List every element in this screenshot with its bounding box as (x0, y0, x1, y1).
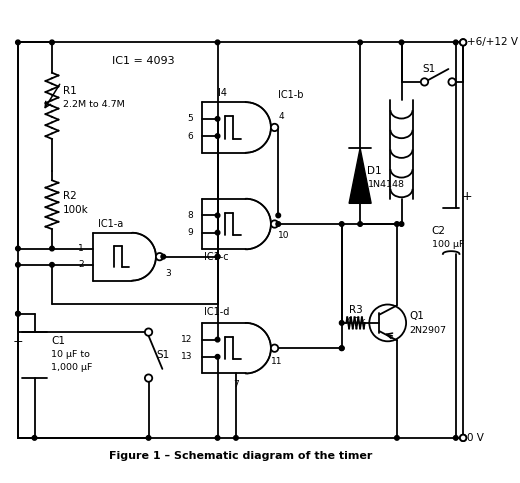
Text: D1: D1 (368, 166, 382, 176)
Circle shape (50, 262, 54, 267)
Text: 9: 9 (187, 228, 193, 237)
Text: R1: R1 (63, 86, 77, 96)
Circle shape (16, 262, 20, 267)
Text: C2: C2 (432, 226, 446, 236)
Text: 0 V: 0 V (467, 433, 484, 443)
Circle shape (271, 124, 278, 131)
Circle shape (215, 230, 220, 235)
Text: 13: 13 (181, 352, 193, 361)
Text: R3: R3 (348, 305, 362, 315)
Circle shape (340, 346, 344, 351)
Circle shape (215, 40, 220, 44)
Text: 4: 4 (278, 112, 284, 121)
Circle shape (460, 435, 466, 441)
Circle shape (50, 246, 54, 251)
Circle shape (271, 220, 278, 227)
Circle shape (215, 255, 220, 259)
Circle shape (161, 255, 165, 259)
Circle shape (16, 40, 20, 44)
Text: I4: I4 (218, 88, 227, 98)
Text: IC1-c: IC1-c (204, 252, 228, 262)
Circle shape (340, 346, 344, 351)
Circle shape (460, 39, 466, 45)
Circle shape (215, 213, 220, 218)
Circle shape (340, 222, 344, 227)
Polygon shape (349, 148, 371, 203)
Text: IC1-a: IC1-a (98, 219, 123, 228)
Text: 100 μF: 100 μF (432, 240, 464, 249)
Circle shape (421, 78, 428, 85)
Text: Figure 1 – Schematic diagram of the timer: Figure 1 – Schematic diagram of the time… (109, 451, 372, 461)
Circle shape (271, 344, 278, 352)
Text: 100k: 100k (63, 205, 89, 215)
Text: 4.7k: 4.7k (345, 317, 366, 327)
Circle shape (145, 374, 152, 382)
Circle shape (215, 436, 220, 440)
Circle shape (276, 213, 281, 218)
Text: 8: 8 (187, 211, 193, 220)
Circle shape (276, 222, 281, 227)
Text: 7: 7 (233, 380, 239, 389)
Text: 11: 11 (271, 356, 282, 366)
Circle shape (215, 355, 220, 359)
Circle shape (156, 253, 163, 260)
Circle shape (358, 222, 362, 227)
Circle shape (145, 328, 152, 336)
Text: 2.2M to 4.7M: 2.2M to 4.7M (63, 100, 125, 110)
Text: 10 μF to: 10 μF to (51, 350, 90, 359)
Circle shape (399, 40, 404, 44)
Text: IC1 = 4093: IC1 = 4093 (112, 56, 174, 66)
Circle shape (215, 134, 220, 138)
Circle shape (16, 312, 20, 316)
Circle shape (50, 40, 54, 44)
Text: C1: C1 (51, 336, 65, 346)
Circle shape (215, 255, 220, 259)
Text: 1,000 μF: 1,000 μF (51, 363, 93, 371)
Circle shape (453, 40, 458, 44)
Circle shape (460, 435, 466, 441)
Text: 6: 6 (187, 131, 193, 141)
Circle shape (395, 436, 399, 440)
Circle shape (16, 312, 20, 316)
Circle shape (16, 246, 20, 251)
Circle shape (215, 116, 220, 121)
Text: +: + (12, 335, 23, 348)
Text: Q1: Q1 (410, 311, 425, 321)
Circle shape (215, 337, 220, 342)
Text: IC1-b: IC1-b (278, 90, 304, 100)
Circle shape (358, 40, 362, 44)
Circle shape (233, 436, 238, 440)
Text: 5: 5 (187, 114, 193, 123)
Circle shape (32, 436, 37, 440)
Text: R2: R2 (63, 191, 77, 201)
Text: +: + (461, 190, 472, 203)
Text: S1: S1 (156, 350, 169, 360)
Circle shape (453, 436, 458, 440)
Circle shape (460, 39, 466, 45)
Text: 2: 2 (79, 260, 84, 270)
Text: 3: 3 (165, 269, 171, 278)
Text: 10: 10 (278, 230, 290, 240)
Circle shape (395, 222, 399, 227)
Circle shape (146, 436, 151, 440)
Text: 1: 1 (79, 244, 84, 253)
Circle shape (399, 222, 404, 227)
Text: +6/+12 V: +6/+12 V (467, 37, 518, 47)
Circle shape (448, 78, 456, 85)
Text: 12: 12 (181, 335, 193, 344)
Text: 1N4148: 1N4148 (368, 181, 405, 189)
Text: 2N2907: 2N2907 (410, 326, 447, 335)
Circle shape (340, 321, 344, 325)
Text: S1: S1 (423, 64, 436, 74)
Text: IC1-d: IC1-d (204, 307, 229, 317)
